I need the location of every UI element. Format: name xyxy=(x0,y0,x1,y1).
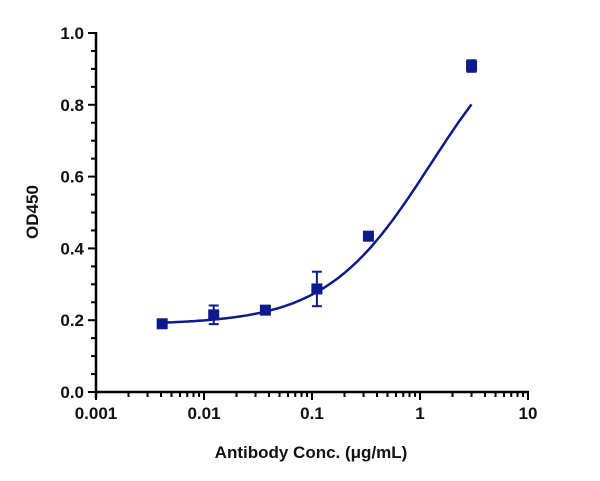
x-tick-label: 0.1 xyxy=(300,404,324,423)
x-axis-title: Antibody Conc. (μg/mL) xyxy=(215,443,408,462)
square-marker xyxy=(208,309,220,321)
y-tick-label: 0.0 xyxy=(60,383,84,402)
data-point xyxy=(362,230,374,242)
y-axis-title: OD450 xyxy=(23,185,42,239)
square-marker xyxy=(311,283,323,295)
data-point xyxy=(208,304,220,326)
square-marker xyxy=(259,304,271,316)
x-tick-label: 0.01 xyxy=(187,404,220,423)
y-tick-label: 0.8 xyxy=(60,96,84,115)
x-tick-label: 1 xyxy=(415,404,424,423)
data-point xyxy=(311,270,323,308)
data-point xyxy=(259,304,271,316)
y-tick-label: 0.6 xyxy=(60,168,84,187)
y-tick-label: 0.4 xyxy=(60,239,84,258)
data-point xyxy=(156,318,168,330)
axes: 0.0 0.2 0.4 0.6 0.8 1.0 0.001 0.01 0.1 1 10 xyxy=(60,24,537,423)
y-tick-label: 0.2 xyxy=(60,311,84,330)
x-tick-label: 0.001 xyxy=(75,404,118,423)
axis-labels: OD450 Antibody Conc. (μg/mL) xyxy=(23,185,407,462)
square-marker xyxy=(466,60,478,72)
data-points xyxy=(156,59,478,330)
data-point xyxy=(466,59,478,73)
square-marker xyxy=(156,318,168,330)
x-tick-label: 10 xyxy=(519,404,538,423)
y-tick-label: 1.0 xyxy=(60,24,84,43)
square-marker xyxy=(362,230,374,242)
